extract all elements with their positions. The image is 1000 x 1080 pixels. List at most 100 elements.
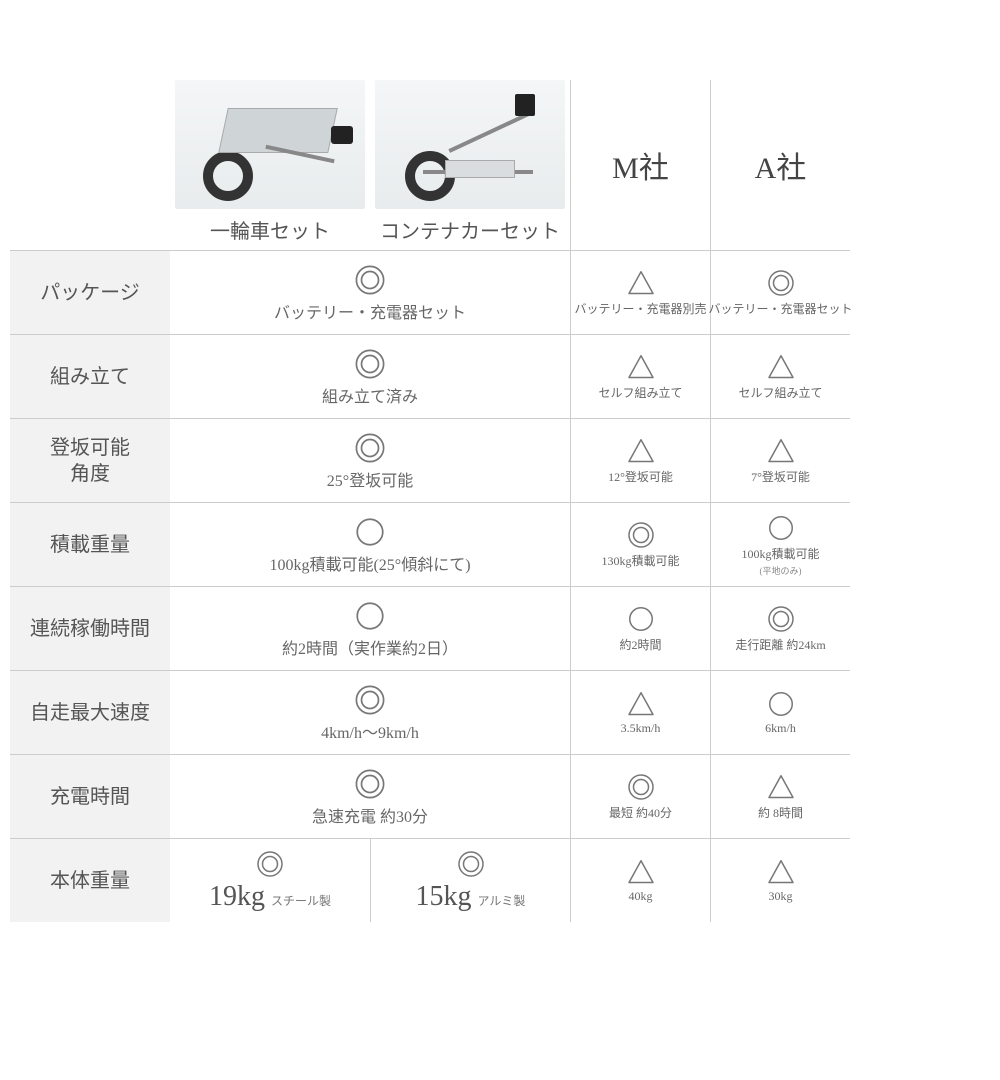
row-label: 充電時間 [10, 754, 170, 838]
wheelbarrow-image [175, 80, 365, 209]
rating-icon [766, 268, 796, 298]
cell-caption: 約2時間（実作業約2日） [282, 635, 458, 659]
cell-caption: バッテリー・充電器セット [274, 299, 466, 323]
row-label: パッケージ [10, 250, 170, 334]
rating-icon [255, 849, 285, 879]
header-spacer [10, 80, 170, 250]
table-header-row: 一輪車セット コンテナカーセット M社 A社 [10, 80, 990, 250]
rating-icon [766, 772, 796, 802]
cell-caption: 約2時間 [619, 636, 661, 653]
weight-value: 19kg スチール製 [209, 881, 331, 913]
competitor-cell: 30kg [710, 838, 850, 922]
rating-icon [626, 689, 656, 719]
row-label: 組み立て [10, 334, 170, 418]
competitor-cell: バッテリー・充電器セット [710, 250, 850, 334]
table-row: 登坂可能角度 25°登坂可能 12°登坂可能 7°登坂可能 [10, 418, 990, 502]
rating-icon [353, 683, 387, 717]
rating-icon [353, 347, 387, 381]
row-label: 自走最大速度 [10, 670, 170, 754]
weight-cell: 19kg スチール製 [170, 838, 370, 922]
competitor-cell: 6km/h [710, 670, 850, 754]
cell-caption: 約 8時間 [758, 804, 803, 821]
rating-icon [766, 689, 796, 719]
rating-icon [353, 263, 387, 297]
weight-cell: 15kg アルミ製 [370, 838, 570, 922]
rating-icon [766, 604, 796, 634]
rating-icon [456, 849, 486, 879]
rating-icon [626, 772, 656, 802]
competitor-cell: 3.5km/h [570, 670, 710, 754]
main-cell: 100kg積載可能(25°傾斜にて) [170, 502, 570, 586]
competitor-cell: セルフ組み立て [710, 334, 850, 418]
competitor-cell: 7°登坂可能 [710, 418, 850, 502]
container-image [375, 80, 565, 209]
row-label: 連続稼働時間 [10, 586, 170, 670]
competitor-cell: 約 8時間 [710, 754, 850, 838]
competitor-header-a: A社 [710, 80, 850, 250]
rating-icon [353, 515, 387, 549]
cell-caption: セルフ組み立て [738, 384, 822, 401]
rating-icon [626, 352, 656, 382]
cell-caption: 100kg積載可能 [741, 545, 819, 562]
table-row: 積載重量 100kg積載可能(25°傾斜にて) 130kg積載可能 100kg積載可能… [10, 502, 990, 586]
cell-caption: 急速充電 約30分 [312, 803, 428, 827]
row-label: 登坂可能角度 [10, 418, 170, 502]
rating-icon [626, 268, 656, 298]
competitor-cell: 走行距離 約24km [710, 586, 850, 670]
cell-caption: バッテリー・充電器別売 [574, 300, 706, 317]
cell-caption: 組み立て済み [322, 383, 418, 407]
table-row: 充電時間急速充電 約30分 最短 約40分 約 8時間 [10, 754, 990, 838]
product-col-wheelbarrow: 一輪車セット [170, 80, 370, 250]
cell-caption: 7°登坂可能 [751, 468, 810, 485]
rating-icon [353, 599, 387, 633]
table-row: パッケージバッテリー・充電器セットバッテリー・充電器別売バッテリー・充電器セット [10, 250, 990, 334]
competitor-cell: 最短 約40分 [570, 754, 710, 838]
competitor-cell: 12°登坂可能 [570, 418, 710, 502]
cell-caption: 100kg積載可能(25°傾斜にて) [269, 551, 470, 575]
cell-caption: 12°登坂可能 [608, 468, 673, 485]
row-label: 本体重量 [10, 838, 170, 922]
competitor-header-m: M社 [570, 80, 710, 250]
rating-icon [353, 431, 387, 465]
cell-caption: 最短 約40分 [609, 804, 672, 821]
row-label: 積載重量 [10, 502, 170, 586]
product-label: 一輪車セット [210, 215, 330, 244]
rating-icon [353, 767, 387, 801]
table-row: 連続稼働時間約2時間（実作業約2日） 約2時間 走行距離 約24km [10, 586, 990, 670]
competitor-cell: 130kg積載可能 [570, 502, 710, 586]
table-row: 本体重量 19kg スチール製 15kg アルミ製 40kg 30kg [10, 838, 990, 922]
main-cell: 25°登坂可能 [170, 418, 570, 502]
rating-icon [626, 857, 656, 887]
comparison-table: 一輪車セット コンテナカーセット M社 A社 パッケージバッテリー・充電器セット… [10, 80, 990, 922]
rating-icon [766, 436, 796, 466]
weight-value: 15kg アルミ製 [416, 881, 526, 913]
rating-icon [766, 857, 796, 887]
cell-caption: 130kg積載可能 [601, 552, 679, 569]
cell-caption: バッテリー・充電器セット [709, 300, 853, 317]
rating-icon [626, 436, 656, 466]
competitor-cell: 約2時間 [570, 586, 710, 670]
cell-caption: 6km/h [765, 721, 796, 736]
cell-note: (平地のみ) [760, 564, 802, 577]
rating-icon [626, 604, 656, 634]
cell-caption: 40kg [629, 889, 653, 904]
cell-caption: 3.5km/h [621, 721, 661, 736]
competitor-cell: 40kg [570, 838, 710, 922]
cell-caption: 4km/h〜9km/h [321, 719, 419, 743]
main-cell: 約2時間（実作業約2日） [170, 586, 570, 670]
table-row: 組み立て組み立て済み セルフ組み立て セルフ組み立て [10, 334, 990, 418]
competitor-cell: 100kg積載可能 (平地のみ) [710, 502, 850, 586]
competitor-cell: バッテリー・充電器別売 [570, 250, 710, 334]
table-row: 自走最大速度 4km/h〜9km/h 3.5km/h 6km/h [10, 670, 990, 754]
cell-caption: 25°登坂可能 [327, 467, 413, 491]
cell-caption: 走行距離 約24km [735, 636, 825, 653]
cell-caption: セルフ組み立て [598, 384, 682, 401]
rating-icon [626, 520, 656, 550]
main-cell: 4km/h〜9km/h [170, 670, 570, 754]
product-col-container: コンテナカーセット [370, 80, 570, 250]
rating-icon [766, 513, 796, 543]
main-cell: 急速充電 約30分 [170, 754, 570, 838]
rating-icon [766, 352, 796, 382]
cell-caption: 30kg [769, 889, 793, 904]
competitor-cell: セルフ組み立て [570, 334, 710, 418]
